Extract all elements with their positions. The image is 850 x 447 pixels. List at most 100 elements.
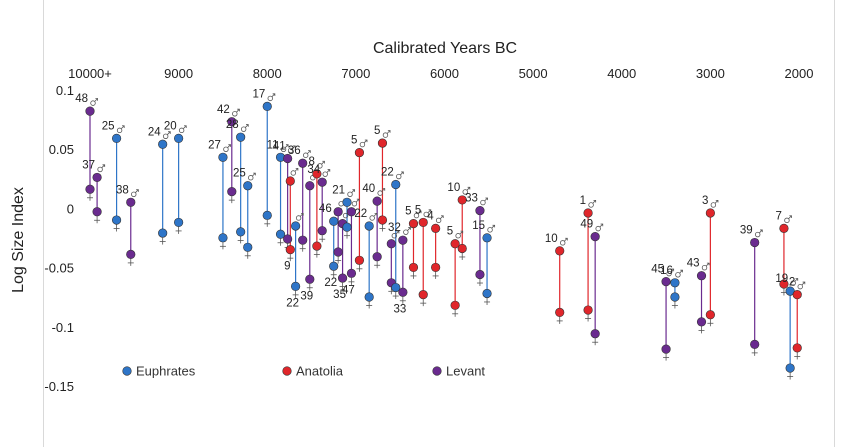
male-symbol-icon: [377, 188, 386, 196]
x-tick-label: 8000: [253, 66, 282, 81]
male-sample-size-label: 20: [164, 120, 177, 132]
female-point: [333, 247, 343, 257]
female-point: [475, 269, 485, 280]
male-symbol-icon: [280, 144, 289, 153]
legend-marker: [282, 366, 292, 376]
male-point: [85, 106, 95, 116]
male-point: [372, 196, 382, 206]
female-point: [354, 255, 365, 265]
y-tick-labels: 0.1 0.05 0 -0.05 -0.1 -0.15: [44, 83, 74, 394]
male-point: [92, 172, 102, 183]
female-point: [92, 207, 102, 217]
male-sample-size-label: 27: [208, 139, 221, 151]
male-sample-size-label: 21: [332, 184, 345, 196]
male-sample-size-label: 38: [116, 184, 129, 196]
female-point: [391, 282, 401, 293]
female-sample-size-label: 9: [284, 261, 290, 273]
female-point: [283, 234, 293, 244]
male-point: [305, 181, 315, 191]
female-point: [291, 281, 301, 291]
male-sample-size-label: 15: [472, 220, 485, 232]
male-symbol-icon: [290, 167, 299, 176]
male-point: [457, 195, 467, 205]
male-point: [661, 277, 671, 287]
female-symbol-icon: [794, 352, 801, 360]
female-point: [779, 279, 789, 289]
right-frame-line: [834, 0, 835, 447]
male-sample-size-label: 5: [447, 226, 453, 238]
male-point: [236, 132, 246, 142]
male-sample-size-label: 22: [354, 208, 367, 220]
female-point: [408, 262, 419, 273]
female-symbol-icon: [698, 326, 705, 334]
male-symbol-icon: [413, 210, 422, 219]
female-point: [275, 229, 286, 239]
male-symbol-icon: [487, 224, 496, 233]
male-symbol-icon: [232, 108, 240, 117]
female-point: [398, 287, 408, 297]
female-symbol-icon: [366, 301, 373, 309]
male-symbol-icon: [287, 145, 296, 154]
female-point: [431, 262, 441, 273]
female-point: [227, 187, 237, 197]
female-symbol-icon: [306, 283, 313, 291]
male-point: [398, 235, 408, 245]
male-sample-size-label: 33: [465, 193, 478, 205]
male-symbol-icon: [455, 230, 464, 239]
female-point: [312, 241, 322, 251]
female-point: [317, 226, 327, 236]
male-sample-size-label: 45: [651, 264, 664, 276]
male-sample-size-label: 2: [789, 277, 795, 289]
male-symbol-icon: [403, 227, 411, 235]
male-symbol-icon: [322, 169, 331, 177]
x-tick-label: 4000: [607, 66, 636, 81]
female-sample-size-label: 33: [393, 303, 406, 315]
female-point: [705, 310, 715, 320]
female-symbol-icon: [292, 290, 299, 298]
male-symbol-icon: [423, 209, 432, 218]
male-point: [354, 147, 365, 158]
male-sample-size-label: 7: [776, 210, 782, 222]
male-sample-size-label: 3: [702, 195, 708, 207]
male-point: [555, 246, 565, 256]
male-point: [377, 138, 388, 148]
female-point: [372, 252, 382, 262]
male-sample-size-label: 8: [308, 156, 314, 168]
male-symbol-icon: [267, 93, 276, 102]
female-symbol-icon: [484, 297, 491, 305]
female-point: [329, 261, 339, 271]
x-tick-label: 6000: [430, 66, 459, 81]
male-symbol-icon: [351, 198, 360, 207]
male-point: [312, 169, 322, 179]
female-point: [305, 274, 315, 284]
x-tick-label: 7000: [341, 66, 370, 81]
male-point: [386, 239, 396, 249]
female-symbol-icon: [330, 270, 337, 278]
female-symbol-icon: [707, 319, 714, 327]
female-symbol-icon: [348, 277, 355, 285]
male-symbol-icon: [317, 160, 325, 169]
x-tick-label: 9000: [164, 66, 193, 81]
male-point: [670, 278, 680, 288]
female-point: [750, 339, 760, 349]
x-tick-labels: 10000+ 9000 8000 7000 6000 5000 4000 3000 2000: [68, 66, 813, 81]
female-sample-size-label: 22: [286, 297, 299, 309]
male-sample-size-label: 16: [660, 265, 673, 277]
female-point: [785, 363, 795, 373]
female-symbol-icon: [374, 261, 381, 269]
male-point: [391, 179, 401, 190]
x-tick-label: 10000+: [68, 66, 112, 81]
y-tick-label: -0.05: [44, 261, 74, 276]
male-point: [111, 133, 122, 143]
female-point: [377, 215, 388, 225]
male-symbol-icon: [666, 268, 675, 277]
male-symbol-icon: [675, 269, 683, 278]
female-symbol-icon: [787, 372, 794, 380]
male-point: [243, 181, 253, 191]
male-sample-size-label: 32: [388, 222, 401, 234]
x-tick-label: 5000: [519, 66, 548, 81]
male-symbol-icon: [784, 215, 792, 224]
legend-label: Anatolia: [296, 364, 344, 379]
male-symbol-icon: [178, 125, 187, 134]
female-point: [218, 233, 228, 243]
